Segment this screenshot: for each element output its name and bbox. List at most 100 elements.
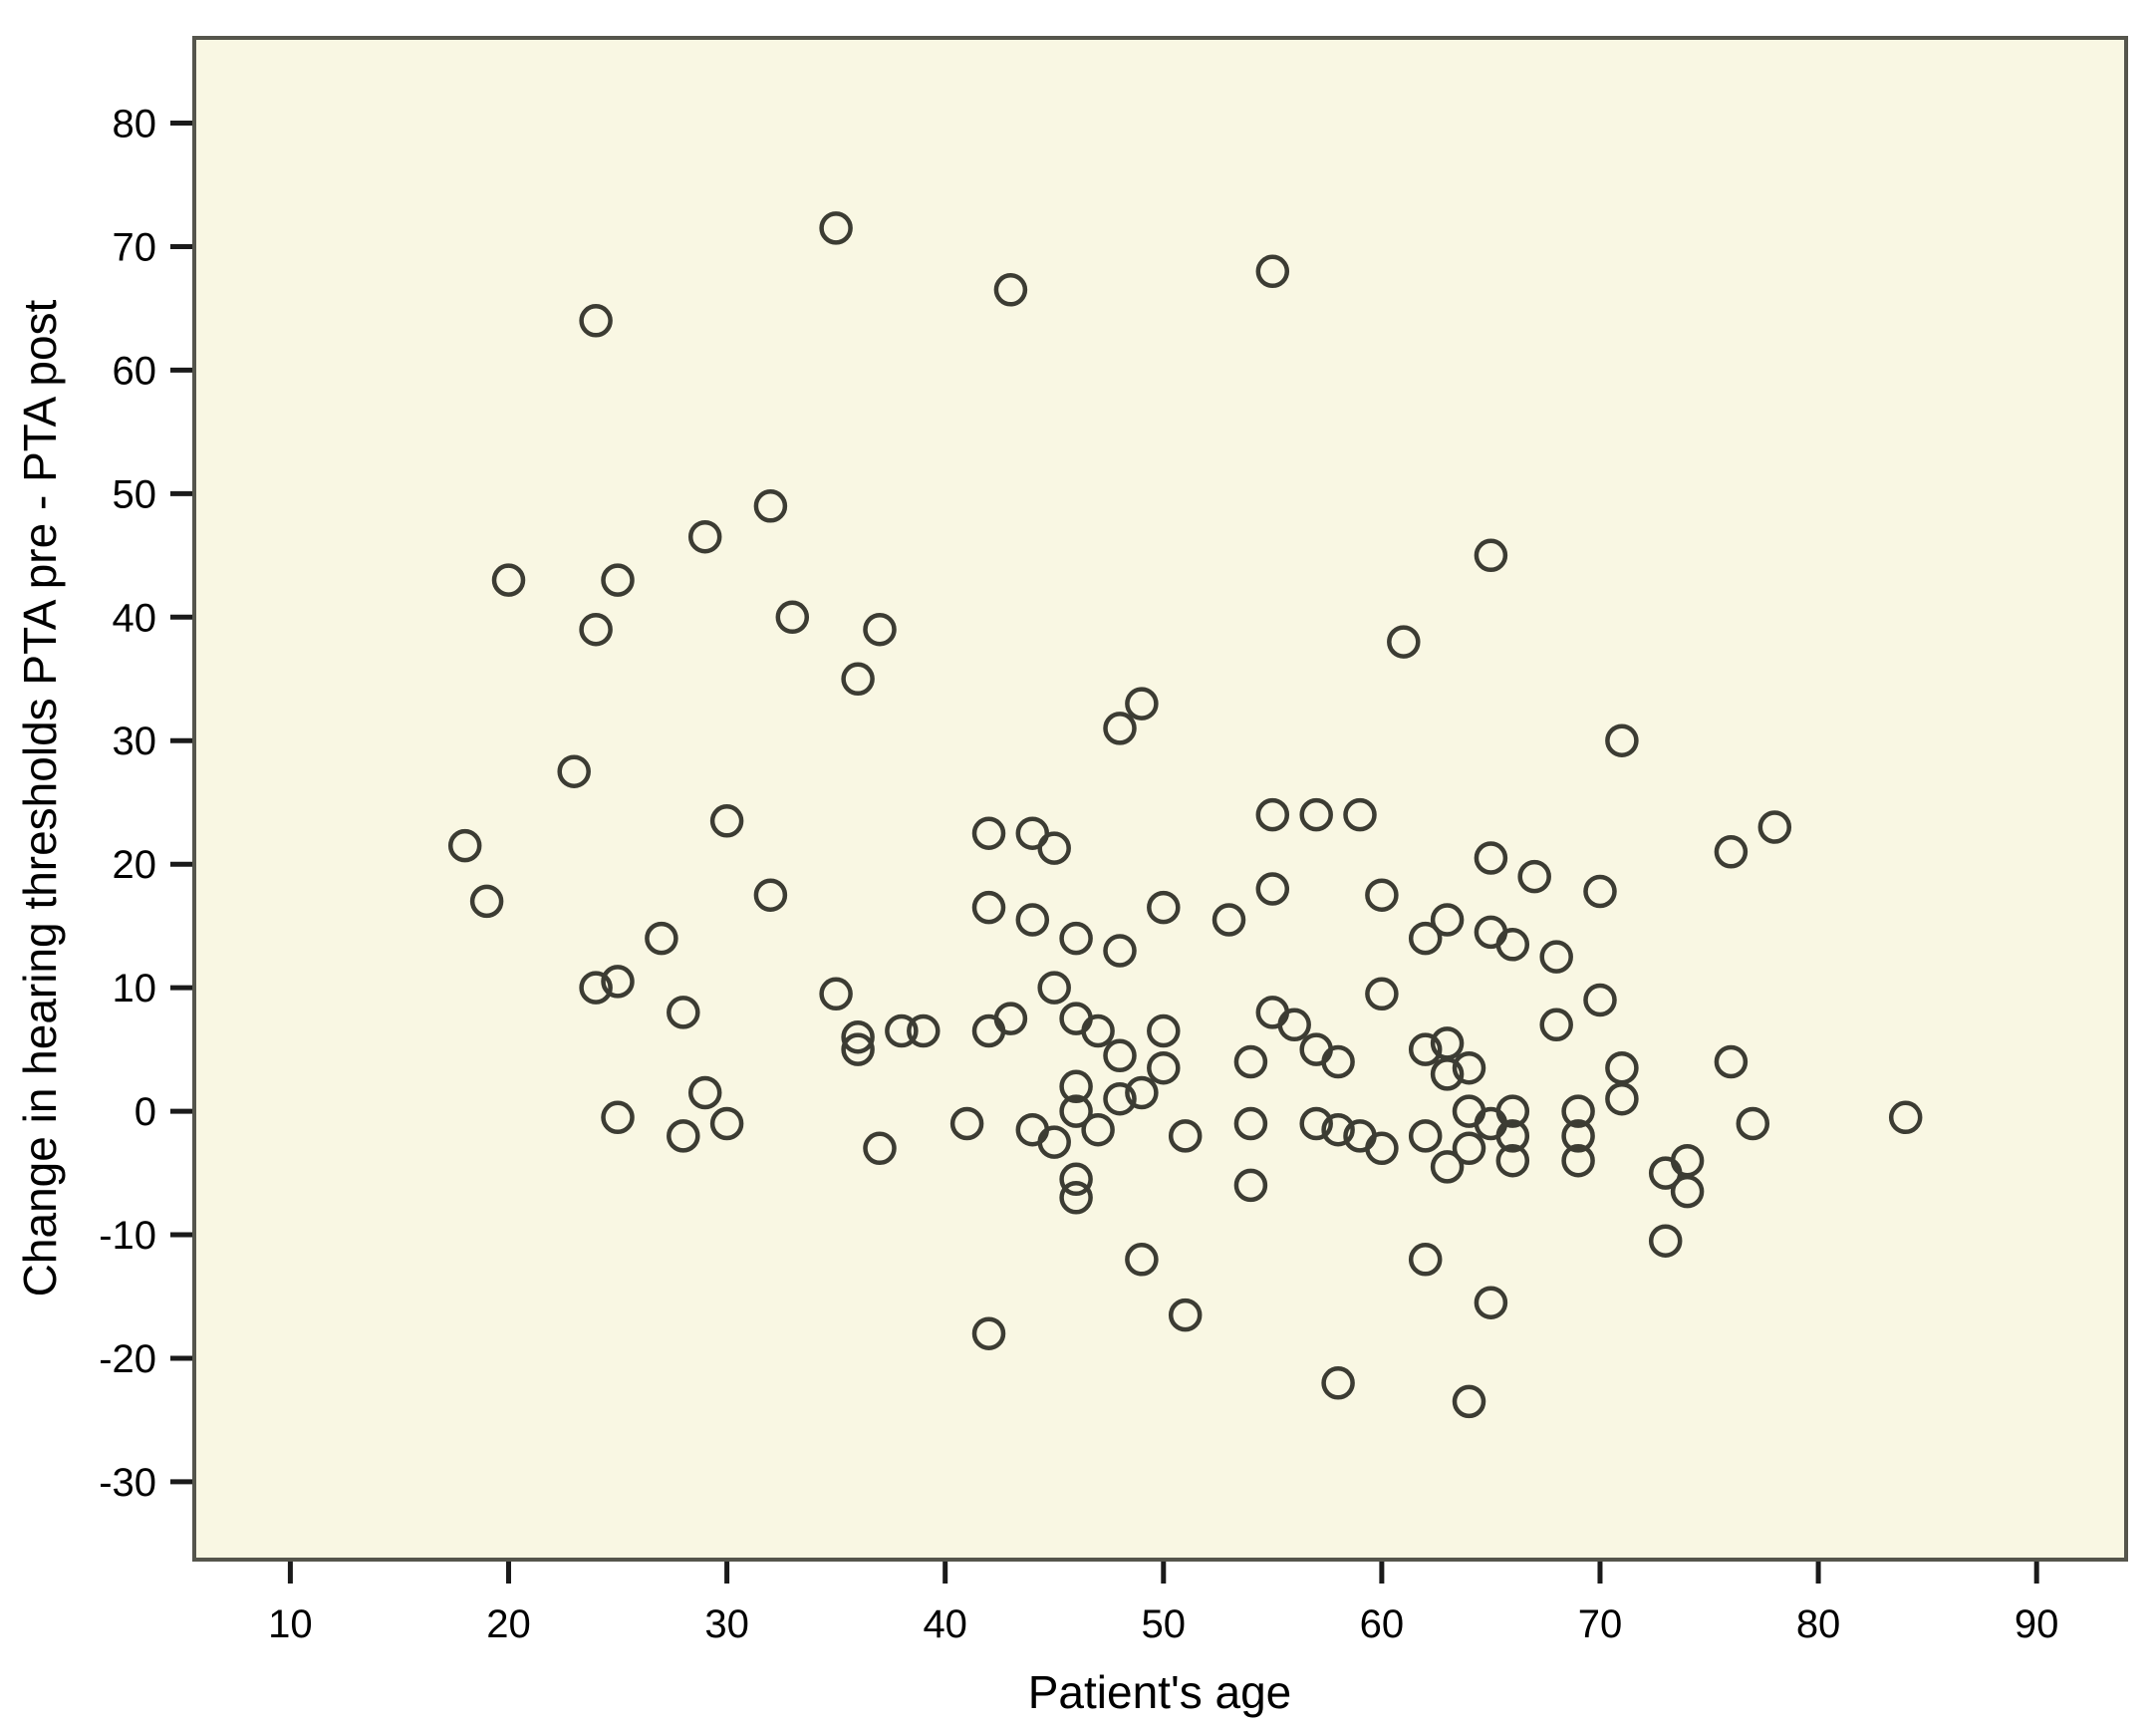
- x-tick-label: 30: [704, 1602, 749, 1646]
- data-point: [1365, 878, 1399, 912]
- data-point: [667, 1119, 700, 1153]
- x-tick-label: 80: [1796, 1602, 1841, 1646]
- data-point: [1168, 1298, 1203, 1332]
- data-point: [1757, 810, 1792, 844]
- data-point: [1212, 903, 1246, 937]
- data-point: [841, 662, 875, 697]
- data-point: [993, 273, 1028, 307]
- data-point: [1059, 1162, 1093, 1197]
- x-tick-label: 70: [1578, 1602, 1623, 1646]
- data-point: [1474, 538, 1508, 573]
- data-point: [1037, 1125, 1071, 1159]
- data-point: [949, 1106, 984, 1141]
- data-point: [1081, 1013, 1115, 1048]
- y-axis-title: Change in hearing thresholds PTA pre - P…: [14, 299, 66, 1297]
- data-point: [971, 1316, 1006, 1350]
- data-point: [1517, 859, 1551, 894]
- data-point: [1321, 1044, 1355, 1079]
- data-point: [1233, 1106, 1268, 1141]
- data-point: [1365, 977, 1399, 1011]
- data-point: [1605, 723, 1639, 757]
- data-point: [1561, 1094, 1595, 1128]
- y-tick-label: 10: [113, 967, 157, 1010]
- y-tick-label: 0: [135, 1090, 156, 1134]
- data-point: [1081, 1112, 1115, 1147]
- data-point: [1583, 983, 1617, 1017]
- y-tick-label: 30: [113, 720, 157, 763]
- data-point: [753, 489, 788, 523]
- data-point: [1408, 1119, 1443, 1153]
- data-point: [1430, 903, 1465, 937]
- x-tick-label: 90: [2015, 1602, 2059, 1646]
- data-point: [579, 971, 613, 1005]
- data-point: [1037, 971, 1071, 1005]
- data-point: [1539, 940, 1573, 974]
- data-point: [709, 1106, 744, 1141]
- data-point: [1670, 1174, 1705, 1209]
- y-tick-label: 60: [113, 349, 157, 393]
- plot-layer: 10 20 30 40 50 60 70 80 90 80 70 60 50 40 30 20 10 0 -10 -2…: [99, 36, 2128, 1646]
- data-point: [447, 828, 482, 863]
- y-tick-label: 40: [113, 596, 157, 640]
- data-point: [1103, 1038, 1137, 1073]
- data-point: [601, 965, 635, 999]
- data-point: [1474, 1286, 1508, 1319]
- data-point: [775, 600, 810, 635]
- data-point: [1408, 1243, 1443, 1277]
- data-point: [819, 211, 853, 245]
- data-point: [841, 1032, 875, 1066]
- data-point: [1888, 1100, 1923, 1135]
- data-point: [1255, 872, 1290, 906]
- data-point: [841, 1019, 875, 1054]
- data-point: [1255, 254, 1290, 289]
- data-point: [1583, 874, 1617, 909]
- data-point: [1147, 1013, 1181, 1048]
- data-point: [993, 1002, 1028, 1035]
- data-point: [1474, 841, 1508, 875]
- data-point: [1015, 903, 1050, 937]
- y-tick-label: -10: [99, 1214, 156, 1258]
- data-point: [753, 878, 788, 912]
- data-point: [1387, 625, 1421, 659]
- data-point: [1495, 1094, 1530, 1128]
- x-tick-label: 50: [1142, 1602, 1187, 1646]
- data-point: [645, 921, 678, 956]
- data-point: [1037, 831, 1071, 865]
- data-point: [971, 890, 1006, 925]
- data-point: [1125, 1243, 1159, 1277]
- x-tick-label: 60: [1360, 1602, 1405, 1646]
- y-tick-label: -30: [99, 1461, 156, 1505]
- data-point: [1714, 1044, 1749, 1079]
- data-point: [1452, 1384, 1486, 1419]
- data-point: [1648, 1224, 1683, 1258]
- data-point: [1059, 1094, 1093, 1128]
- data-point: [1103, 712, 1137, 745]
- data-point: [557, 754, 591, 788]
- data-point: [907, 1013, 941, 1048]
- data-point: [819, 977, 853, 1011]
- data-point: [1277, 1008, 1311, 1042]
- data-point: [1714, 835, 1749, 869]
- data-point: [1430, 1150, 1465, 1184]
- data-point: [709, 804, 744, 838]
- y-tick-label: 80: [113, 103, 157, 146]
- data-point: [1233, 1168, 1268, 1203]
- data-point: [601, 563, 635, 597]
- data-point: [687, 519, 722, 554]
- data-point: [1605, 1081, 1639, 1116]
- data-point: [1561, 1143, 1595, 1178]
- plot-background: [194, 38, 2126, 1560]
- data-point: [1059, 921, 1093, 956]
- x-tick-label: 40: [923, 1602, 967, 1646]
- data-point: [1539, 1008, 1573, 1042]
- y-tick-label: 70: [113, 225, 157, 269]
- plot-frame: [192, 36, 2128, 1562]
- data-point: [1495, 1119, 1530, 1153]
- x-tick-label: 20: [486, 1602, 531, 1646]
- data-point: [863, 1131, 897, 1166]
- data-point: [1059, 1069, 1093, 1104]
- data-point: [1147, 890, 1181, 925]
- data-point: [579, 304, 613, 338]
- data-point: [687, 1075, 722, 1110]
- data-point: [1059, 1181, 1093, 1215]
